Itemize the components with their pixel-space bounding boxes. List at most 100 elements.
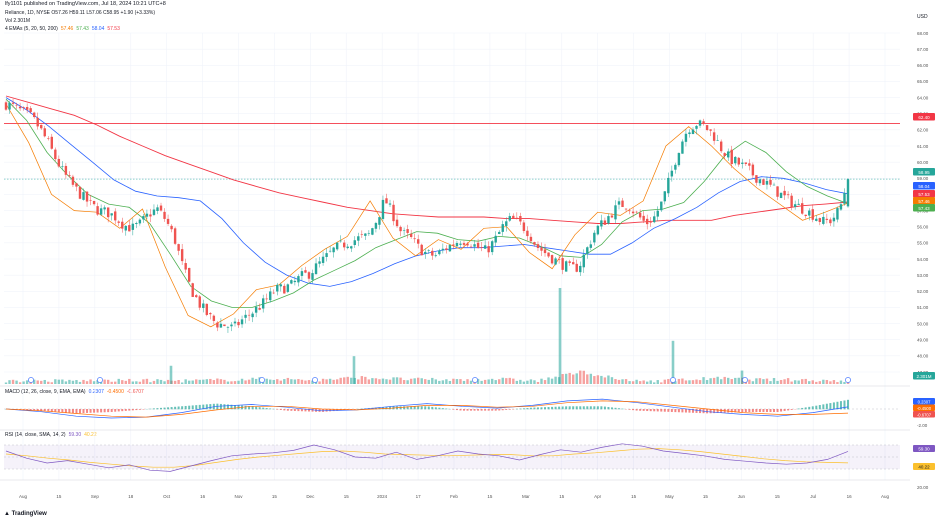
candle-body — [11, 102, 15, 104]
rsi-label-tag — [913, 463, 935, 470]
candle-body — [135, 223, 138, 225]
macd-histogram-bar — [572, 406, 575, 410]
volume-bar — [653, 382, 656, 384]
volume-bar — [89, 379, 92, 384]
volume-bar — [209, 378, 212, 384]
macd-histogram-bar — [737, 409, 740, 413]
volume-bar — [346, 376, 349, 384]
macd-label-text: -0.4500 — [917, 406, 932, 411]
candle-body — [846, 179, 850, 207]
candle-body — [776, 186, 779, 197]
macd-histogram-bar — [459, 409, 462, 411]
macd-histogram-bar — [773, 409, 776, 412]
volume-bar — [247, 379, 251, 384]
candle-body — [198, 296, 201, 308]
candle-body — [677, 152, 681, 166]
volume-bar — [801, 379, 804, 384]
candle-body — [300, 271, 304, 276]
x-tick-label: Aug — [881, 494, 890, 499]
candle-body — [163, 211, 166, 219]
candle-body — [434, 255, 438, 257]
candle-body — [402, 230, 406, 231]
volume-bar — [480, 380, 483, 384]
price-tick-label: 60.00 — [917, 160, 929, 165]
macd-histogram-bar — [730, 409, 733, 413]
volume-bar — [751, 381, 755, 384]
volume-bar — [755, 378, 758, 384]
candle-body — [142, 216, 145, 220]
candle-body — [82, 192, 85, 200]
volume-bar — [138, 381, 142, 384]
candle-body — [610, 215, 614, 218]
ema-value-50: 58.04 — [91, 26, 105, 32]
price-tick-label: 64.00 — [917, 95, 929, 100]
candle-body — [166, 218, 170, 224]
volume-bar — [332, 379, 335, 384]
macd-histogram-bar — [297, 409, 300, 412]
candle-body — [801, 203, 804, 214]
volume-bar — [343, 377, 346, 384]
macd-histogram-bar — [751, 409, 754, 412]
candle-body — [656, 210, 659, 217]
macd-histogram-bar — [684, 409, 687, 413]
volume-bar — [663, 379, 667, 384]
macd-histogram-bar — [378, 407, 381, 410]
macd-histogram-bar — [265, 408, 268, 410]
macd-histogram-bar — [642, 409, 645, 411]
macd-histogram-bar — [413, 406, 416, 410]
candle-body — [600, 220, 603, 227]
macd-histogram-bar — [160, 407, 163, 410]
volume-bar — [68, 379, 71, 384]
candle-body — [378, 217, 381, 225]
volume-bar — [406, 380, 409, 384]
candle-body — [822, 216, 825, 224]
volume-bar — [434, 379, 438, 384]
candle-body — [635, 211, 638, 213]
volume-bar — [8, 380, 11, 384]
macd-histogram-bar — [593, 406, 596, 410]
candle-body — [131, 223, 135, 230]
candle-body — [653, 216, 656, 223]
candle-body — [374, 222, 378, 229]
macd-histogram-bar — [248, 406, 251, 410]
macd-histogram-bar — [670, 409, 673, 412]
candle-body — [170, 225, 173, 230]
volume-bar — [772, 378, 776, 384]
macd-line — [5, 398, 849, 419]
volume-bar — [364, 376, 367, 384]
candle-body — [346, 246, 349, 249]
candle-body — [462, 243, 466, 245]
candle-body — [483, 245, 487, 249]
candle-body — [40, 124, 43, 129]
macd-histogram-bar — [445, 408, 448, 410]
volume-bar — [783, 379, 786, 384]
macd-histogram-bar — [758, 409, 761, 412]
price-tick-label: 62.00 — [917, 128, 929, 133]
macd-histogram-bar — [575, 406, 578, 410]
candle-body — [480, 247, 483, 248]
macd-histogram-bar — [156, 408, 159, 410]
macd-histogram-bar — [399, 406, 402, 410]
candle-body — [416, 239, 420, 244]
candle-body — [522, 222, 526, 231]
candle-body — [487, 246, 490, 253]
candle-body — [455, 243, 459, 247]
macd-histogram-bar — [452, 409, 455, 410]
macd-histogram-bar — [64, 409, 67, 413]
volume-bar — [409, 378, 413, 384]
candle-body — [490, 241, 494, 253]
volume-bar — [508, 377, 511, 384]
macd-histogram-bar — [205, 404, 208, 410]
volume-bar — [293, 379, 297, 384]
macd-histogram-bar — [610, 407, 613, 410]
candle-body — [603, 220, 607, 225]
macd-histogram-bar — [142, 409, 145, 410]
macd-histogram-bar — [360, 408, 363, 410]
volume-bar — [649, 380, 652, 384]
macd-histogram-bar — [138, 409, 141, 410]
candle-body — [409, 233, 413, 237]
candle-body — [159, 205, 163, 211]
volume-bar — [818, 381, 822, 384]
candle-body — [663, 191, 667, 202]
